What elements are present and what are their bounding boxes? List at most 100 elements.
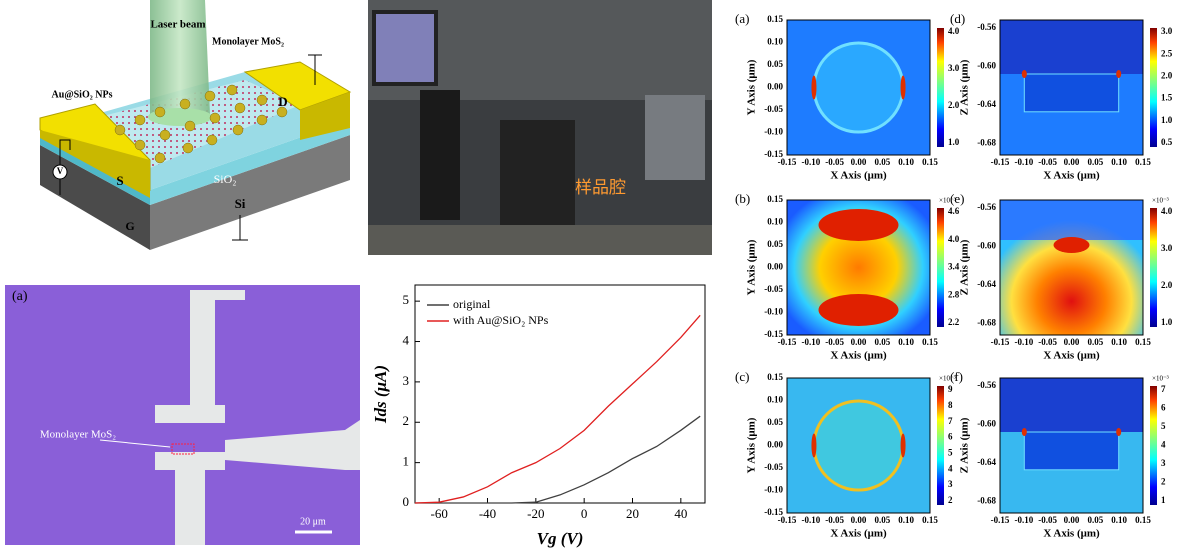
si-side [150,135,350,250]
voltmeter [52,164,68,180]
x-tick-label: 40 [674,506,687,521]
y-axis-label: Y Axis (μm) [746,59,758,115]
map-hotspot [1116,428,1122,436]
colorbar-label: 3.0 [1161,26,1173,36]
colorbar-label: 1.0 [1161,317,1173,327]
x-tick-label: -0.05 [1038,157,1057,167]
map-hotspot [1021,70,1027,78]
colorbar-label: 2.0 [948,100,960,110]
y-tick-label: -0.10 [764,127,783,137]
x-tick-label: 0.00 [1064,515,1080,525]
colorbar-label: 3 [1161,458,1166,468]
x-axis-label: X Axis (μm) [1043,350,1100,362]
colorbar [1150,28,1157,147]
y-tick-label: -0.60 [977,61,996,71]
colorbar-label: 3 [948,479,953,489]
y-tick-label: 4 [403,333,410,348]
x-tick-label: 0.10 [1111,515,1127,525]
x-tick-label: -0.15 [991,515,1010,525]
x-tick-label: -0.15 [778,337,797,347]
x-tick-label: -0.10 [1014,337,1033,347]
y-tick-label: -0.15 [764,149,783,159]
panel-label: (a) [735,11,749,26]
colorbar [1150,208,1157,327]
colorbar-label: 4.0 [948,234,960,244]
panel-label: (d) [950,11,965,26]
colorbar-label: 1 [1161,495,1166,505]
y-tick-label: -0.64 [977,457,996,467]
y-tick-label: 0.10 [767,217,783,227]
legend-label: with Au@SiO₂ NPs [453,313,549,327]
x-tick-label: 0.00 [1064,157,1080,167]
x-tick-label: 0.15 [1135,515,1151,525]
map-frame [999,377,1144,514]
x-tick-label: -40 [479,506,496,521]
map-particle [812,41,905,134]
x-tick-label: -0.10 [801,515,820,525]
map-panel: (c) -0.15 -0.10 -0.05 0.00 0.05 0.10 0.15 0.15 0.… [735,369,956,540]
x-tick-label: 0.15 [1135,337,1151,347]
x-tick-label: 0.05 [874,157,890,167]
y-tick-label: 0.10 [767,37,783,47]
x-tick-label: -0.10 [1014,515,1033,525]
x-tick-label: 0.00 [851,337,867,347]
x-tick-label: -0.05 [1038,515,1057,525]
colorbar-label: 0.5 [1161,137,1173,147]
colorbar-label: 3.0 [948,63,960,73]
x-axis-label: X Axis (μm) [1043,528,1100,540]
y-axis-label: Y Axis (μm) [746,417,758,473]
x-tick-label: 0.15 [1135,157,1151,167]
line-chart: -60 -40 -20 0 20 40 0 1 2 3 4 5 Vg (V) Ids (μA) origin… [371,284,706,548]
x-tick-label: 20 [626,506,639,521]
panel-label: (e) [950,191,964,206]
colorbar-unit: ×10⁻³ [1152,375,1169,383]
map-top [1000,378,1143,432]
y-tick-label: 0.15 [767,194,783,204]
x-tick-label: 0.15 [922,515,938,525]
colorbar-label: 2 [1161,477,1166,487]
x-axis-label: Vg (V) [537,529,584,548]
map-panel: (e) -0.15 -0.10 -0.05 0.00 0.05 0.10 0.15 -0.56 -… [950,191,1173,362]
lab-photo [368,0,712,255]
monitor [372,10,438,86]
map-hotspot [1116,70,1122,78]
y-tick-label: -0.60 [977,419,996,429]
pointer [99,439,171,448]
y-tick-label: 0.05 [767,417,783,427]
x-axis-label: X Axis (μm) [830,350,887,362]
x-tick-label: -0.05 [1038,337,1057,347]
series-line [415,415,701,504]
map-particle [1023,431,1120,471]
device-schematic [39,0,352,250]
micrograph [5,285,360,545]
colorbar-label: 7 [948,416,953,426]
x-tick-label: 0 [581,506,588,521]
y-tick-label: 0.10 [767,395,783,405]
y-tick-label: -0.15 [764,329,783,339]
sio2-side [150,120,350,205]
y-tick-label: -0.68 [977,317,996,327]
y-tick-label: -0.05 [764,104,783,114]
ground [232,215,248,241]
schematic-label: V [57,166,64,176]
laser-beam [150,0,210,118]
colorbar-label: 4 [1161,440,1166,450]
map-particle [1023,73,1120,113]
y-tick-label: -0.05 [764,462,783,472]
x-tick-label: 0.15 [922,337,938,347]
x-tick-label: 0.00 [1064,337,1080,347]
x-tick-label: 0.00 [851,157,867,167]
map-hotspot [818,209,899,241]
colorbar-label: 1.0 [1161,115,1173,125]
map-top [1000,20,1143,74]
panel-label: (c) [735,369,749,384]
map-frame [786,199,931,336]
instrument [420,90,460,220]
x-tick-label: 0.05 [1087,337,1103,347]
x-tick-label: -0.05 [825,157,844,167]
colorbar-unit: ×10⁻³ [1152,197,1169,205]
y-tick-label: 1 [403,454,410,469]
y-tick-label: 0.05 [767,59,783,69]
colorbar [937,386,944,505]
